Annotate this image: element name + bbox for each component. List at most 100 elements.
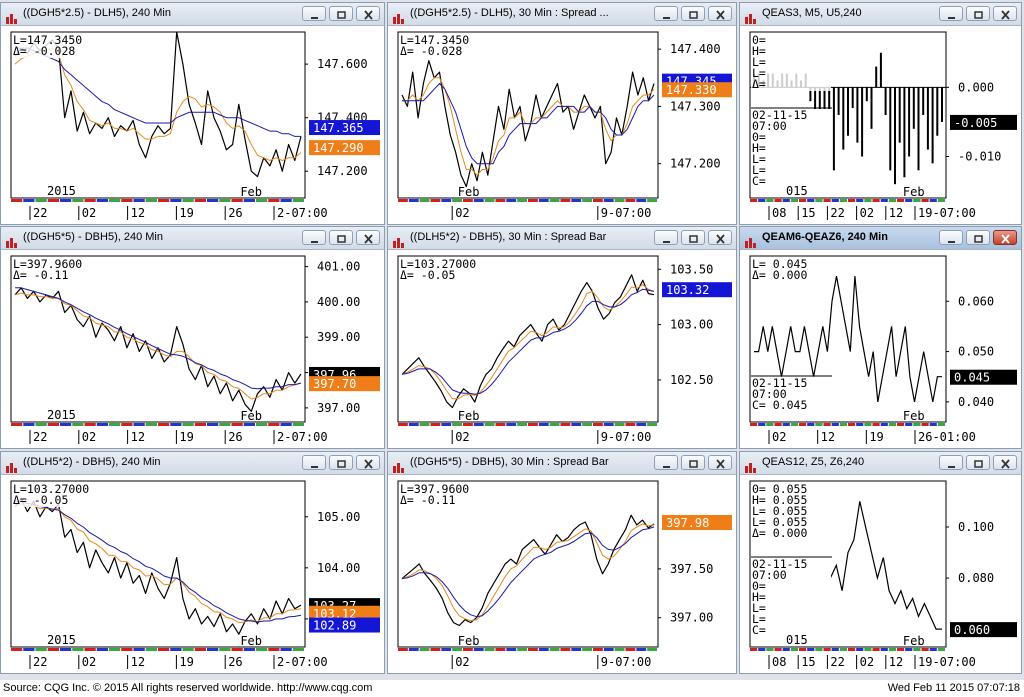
chart-window-c3[interactable]: QEAS3, M5, U5,240 0.000 -0.010 0= H= L= L= Δ= 02… [739, 2, 1022, 225]
close-button[interactable] [993, 230, 1017, 245]
chart-window-c4[interactable]: ((DGH5*5) - DBH5), 240 Min 401.00 400.00 39… [0, 226, 385, 449]
chart-window-c2[interactable]: ((DGH5*2.5) - DLH5), 30 Min : Spread ...… [387, 2, 737, 225]
readout-line: Δ= -0.11 [13, 268, 68, 282]
timebar-segment [864, 648, 872, 651]
restore-button[interactable] [966, 6, 990, 21]
x-tick-label: 19 [869, 430, 883, 444]
y-tick-label: 104.00 [317, 561, 360, 575]
restore-icon [974, 11, 983, 19]
minimize-button[interactable] [939, 230, 963, 245]
close-button[interactable] [356, 455, 380, 470]
timebar-segment [207, 648, 219, 651]
close-button[interactable] [708, 230, 732, 245]
restore-button[interactable] [681, 455, 705, 470]
timebar-segment [72, 199, 84, 202]
window-title-bar[interactable]: QEAS3, M5, U5,240 [740, 3, 1021, 26]
timebar-segment [109, 199, 121, 202]
restore-icon [337, 235, 346, 243]
close-button[interactable] [356, 6, 380, 21]
window-title-bar[interactable]: ((DGH5*5) - DBH5), 30 Min : Spread Bar [388, 452, 736, 475]
close-icon [364, 234, 373, 244]
timebar-segment [750, 648, 758, 651]
minimize-button[interactable] [654, 6, 678, 21]
readout-line: Δ= -0.028 [13, 44, 75, 58]
readout-line-lower: L= [752, 163, 766, 177]
timebar-segment [593, 199, 603, 202]
minimize-button[interactable] [654, 455, 678, 470]
close-button[interactable] [708, 6, 732, 21]
x-tick-label: 26-01:00 [918, 430, 976, 444]
y-tick-label: 147.200 [670, 157, 721, 171]
window-title-bar[interactable]: QEAM6-QEAZ6, 240 Min [740, 227, 1021, 250]
timebar-segment [880, 423, 888, 426]
restore-button[interactable] [329, 455, 353, 470]
x-tick-label: 12 [131, 655, 145, 669]
month-label: Feb [903, 634, 925, 648]
chart-window-c9[interactable]: QEAS12, Z5, Z6,240 0.100 0.080 0= 0.055 H= 0… [739, 451, 1022, 674]
timebar-segment [766, 199, 774, 202]
timebar-segment [864, 423, 872, 426]
close-button[interactable] [356, 230, 380, 245]
y-tick-label: 399.00 [317, 330, 360, 344]
restore-button[interactable] [681, 230, 705, 245]
timebar-segment [625, 648, 636, 651]
close-button[interactable] [993, 6, 1017, 21]
window-title-bar[interactable]: ((DGH5*2.5) - DLH5), 30 Min : Spread ... [388, 3, 736, 26]
close-button[interactable] [993, 455, 1017, 470]
minimize-button[interactable] [302, 455, 326, 470]
timebar-segment [506, 423, 517, 426]
timebar-segment [484, 423, 495, 426]
readout-box [399, 482, 479, 507]
chart-window-c5[interactable]: ((DLH5*2) - DBH5), 30 Min : Spread Bar 10… [387, 226, 737, 449]
close-button[interactable] [708, 455, 732, 470]
restore-button[interactable] [966, 230, 990, 245]
month-label: Feb [240, 634, 262, 648]
timebar-segment [625, 423, 636, 426]
window-title: QEAS12, Z5, Z6,240 [762, 456, 865, 468]
timebar-segment [430, 423, 441, 426]
timebar-segment [571, 199, 582, 202]
restore-button[interactable] [966, 455, 990, 470]
restore-button[interactable] [681, 6, 705, 21]
ma-price-label: 147.290 [313, 141, 364, 155]
timebar-segment [495, 199, 506, 202]
timebar-segment [799, 199, 807, 202]
minimize-icon [948, 466, 955, 468]
timebar-segment [194, 199, 206, 202]
minimize-button[interactable] [939, 6, 963, 21]
y-tick-label: 147.600 [317, 57, 368, 71]
timebar-segment [72, 648, 84, 651]
readout-line: L=397.9600 [400, 482, 469, 496]
timebar-segment [872, 648, 880, 651]
minimize-button[interactable] [654, 230, 678, 245]
timebar-segment [158, 648, 170, 651]
window-title-bar[interactable]: ((DGH5*5) - DBH5), 240 Min [1, 227, 384, 250]
minimize-button[interactable] [939, 455, 963, 470]
minimize-button[interactable] [302, 230, 326, 245]
timebar-segment [538, 423, 549, 426]
window-title-bar[interactable]: ((DLH5*2) - DBH5), 240 Min [1, 452, 384, 475]
chart-window-c6[interactable]: QEAM6-QEAZ6, 240 Min 0.060 0.050 0.040 L= 0.… [739, 226, 1022, 449]
restore-button[interactable] [329, 230, 353, 245]
window-title-bar[interactable]: QEAS12, Z5, Z6,240 [740, 452, 1021, 475]
chart-window-c1[interactable]: ((DGH5*2.5) - DLH5), 240 Min 147.600 147.4… [0, 2, 385, 225]
readout-box-lower [751, 109, 831, 197]
window-title-bar[interactable]: ((DGH5*2.5) - DLH5), 240 Min [1, 3, 384, 26]
timebar-segment [864, 199, 872, 202]
restore-button[interactable] [329, 6, 353, 21]
window-title-bar[interactable]: ((DLH5*2) - DBH5), 30 Min : Spread Bar [388, 227, 736, 250]
timebar-segment [47, 423, 59, 426]
chart-window-c8[interactable]: ((DGH5*5) - DBH5), 30 Min : Spread Bar 39… [387, 451, 737, 674]
timebar-segment [96, 423, 108, 426]
minimize-button[interactable] [302, 6, 326, 21]
y-tick-label: 400.00 [317, 295, 360, 309]
copyright-text: Source: CQG Inc. © 2015 All rights reser… [3, 682, 373, 694]
window-title: ((DLH5*2) - DBH5), 30 Min : Spread Bar [410, 231, 607, 243]
timebar-segment [790, 199, 798, 202]
timebar-segment [170, 199, 182, 202]
timebar-segment [219, 648, 231, 651]
chart-window-c7[interactable]: ((DLH5*2) - DBH5), 240 Min 105.00 104.00 10… [0, 451, 385, 674]
readout-line-lower: 07:00 [752, 387, 787, 401]
x-tick-label: 19 [179, 206, 193, 220]
